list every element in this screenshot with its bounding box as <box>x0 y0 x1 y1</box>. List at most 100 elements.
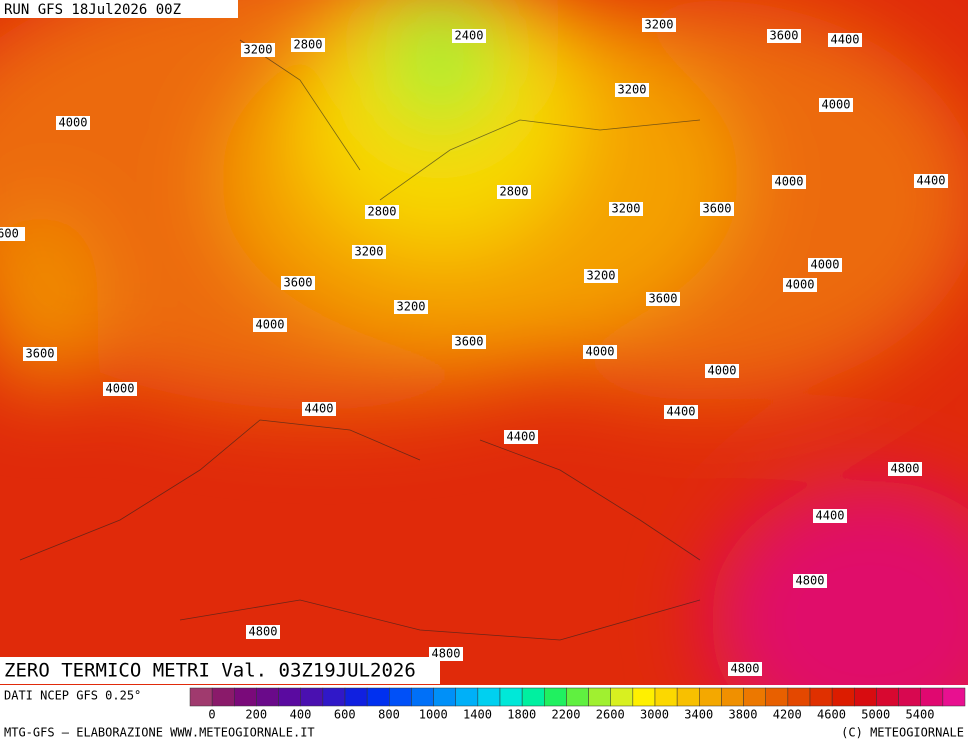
colorbar-tick-label: 4200 <box>773 708 802 722</box>
label-box <box>23 347 57 361</box>
label-box <box>793 574 827 588</box>
contour-label: 4800 <box>891 462 920 476</box>
color-swatch <box>433 687 456 707</box>
colorbar-tick-label: 3400 <box>684 708 713 722</box>
contour-label: 4000 <box>256 318 285 332</box>
color-swatch <box>654 687 678 707</box>
contour-label: 3600 <box>703 202 732 216</box>
colorbar-tick-label: 800 <box>378 708 400 722</box>
label-box <box>914 174 948 188</box>
color-swatch <box>854 687 877 707</box>
label-box <box>394 300 428 314</box>
label-box <box>615 83 649 97</box>
contour-label: 2800 <box>368 205 397 219</box>
color-swatch <box>831 687 855 707</box>
label-box <box>504 430 538 444</box>
label-box <box>584 269 618 283</box>
colorbar: 0 200 400 600 800 1000 1400 1800 2200 2600 3000 340… <box>189 687 966 722</box>
contour-label: 4000 <box>708 364 737 378</box>
footer-right: (C) METEOGIORNALE <box>841 726 964 740</box>
colorbar-tick-label: 1800 <box>507 708 536 722</box>
contour-label: 4400 <box>305 402 334 416</box>
contour-label: 3200 <box>645 18 674 32</box>
label-box <box>705 364 739 378</box>
colorbar-tick-label: 1400 <box>463 708 492 722</box>
contour-label: 4000 <box>786 278 815 292</box>
color-swatch <box>544 687 567 707</box>
label-box <box>728 662 762 676</box>
contour-label: 3200 <box>244 43 273 57</box>
label-box <box>452 29 486 43</box>
colorbar-tick-label: 3800 <box>729 708 758 722</box>
color-swatch <box>300 687 324 707</box>
color-swatch <box>699 687 722 707</box>
label-box <box>828 33 862 47</box>
contour-label: 4400 <box>507 430 536 444</box>
color-swatch <box>787 687 811 707</box>
contour-label: 4400 <box>816 509 845 523</box>
colorbar-tick-label: 5000 <box>861 708 890 722</box>
colorbar-tick-label: 1000 <box>419 708 448 722</box>
label-box <box>767 29 801 43</box>
colorbar-tick-label: 4600 <box>817 708 846 722</box>
label-box <box>700 202 734 216</box>
label-box <box>664 405 698 419</box>
contour-label: 4800 <box>796 574 825 588</box>
label-box <box>772 175 806 189</box>
label-box <box>888 462 922 476</box>
color-swatch <box>566 687 589 707</box>
contour-label: 4800 <box>731 662 760 676</box>
color-swatch <box>632 687 656 707</box>
contour-label: 2400 <box>455 29 484 43</box>
color-swatch <box>920 687 944 707</box>
label-box <box>56 116 90 130</box>
contour-label: 4000 <box>811 258 840 272</box>
label-box <box>819 98 853 112</box>
contour-label: 3200 <box>397 300 426 314</box>
color-swatch <box>344 687 368 707</box>
label-box <box>808 258 842 272</box>
label-box <box>497 185 531 199</box>
colorbar-tick-label: 200 <box>245 708 267 722</box>
color-swatch <box>765 687 789 707</box>
contour-label: 4400 <box>917 174 946 188</box>
color-swatch <box>477 687 501 707</box>
contour-label: 4000 <box>822 98 851 112</box>
colorbar-tick-label: 400 <box>290 708 312 722</box>
label-box <box>583 345 617 359</box>
label-box <box>103 382 137 396</box>
map-title: ZERO TERMICO METRI Val. 03Z19JUL2026 <box>4 660 416 682</box>
color-swatch <box>499 687 523 707</box>
contour-label: 4000 <box>586 345 615 359</box>
colorbar-tick-label: 5400 <box>906 708 935 722</box>
contour-label: 4000 <box>59 116 88 130</box>
contour-label: 3200 <box>618 83 647 97</box>
color-swatch <box>588 687 611 707</box>
run-label: RUN GFS 18Jul2026 00Z <box>4 2 181 18</box>
colorbar-tick-label: 600 <box>334 708 356 722</box>
color-swatch <box>610 687 634 707</box>
contour-label: 4400 <box>667 405 696 419</box>
label-box <box>783 278 817 292</box>
color-swatch <box>366 687 390 707</box>
source: DATI NCEP GFS 0.25° <box>4 689 141 703</box>
label-box <box>0 227 25 241</box>
color-swatch <box>278 687 301 707</box>
contour-label: 3600 <box>284 276 313 290</box>
label-box <box>452 335 486 349</box>
contour-label: 4800 <box>249 625 278 639</box>
label-box <box>609 202 643 216</box>
contour-label: 2800 <box>294 38 323 52</box>
label-box <box>352 245 386 259</box>
color-swatch <box>411 687 434 707</box>
color-swatch <box>721 687 744 707</box>
contour-label: 4000 <box>106 382 135 396</box>
label-box <box>241 43 275 57</box>
contour-label: 3200 <box>612 202 641 216</box>
contour-label: 3200 <box>355 245 384 259</box>
color-swatch <box>389 687 412 707</box>
contour-label: 4400 <box>831 33 860 47</box>
label-box <box>642 18 676 32</box>
